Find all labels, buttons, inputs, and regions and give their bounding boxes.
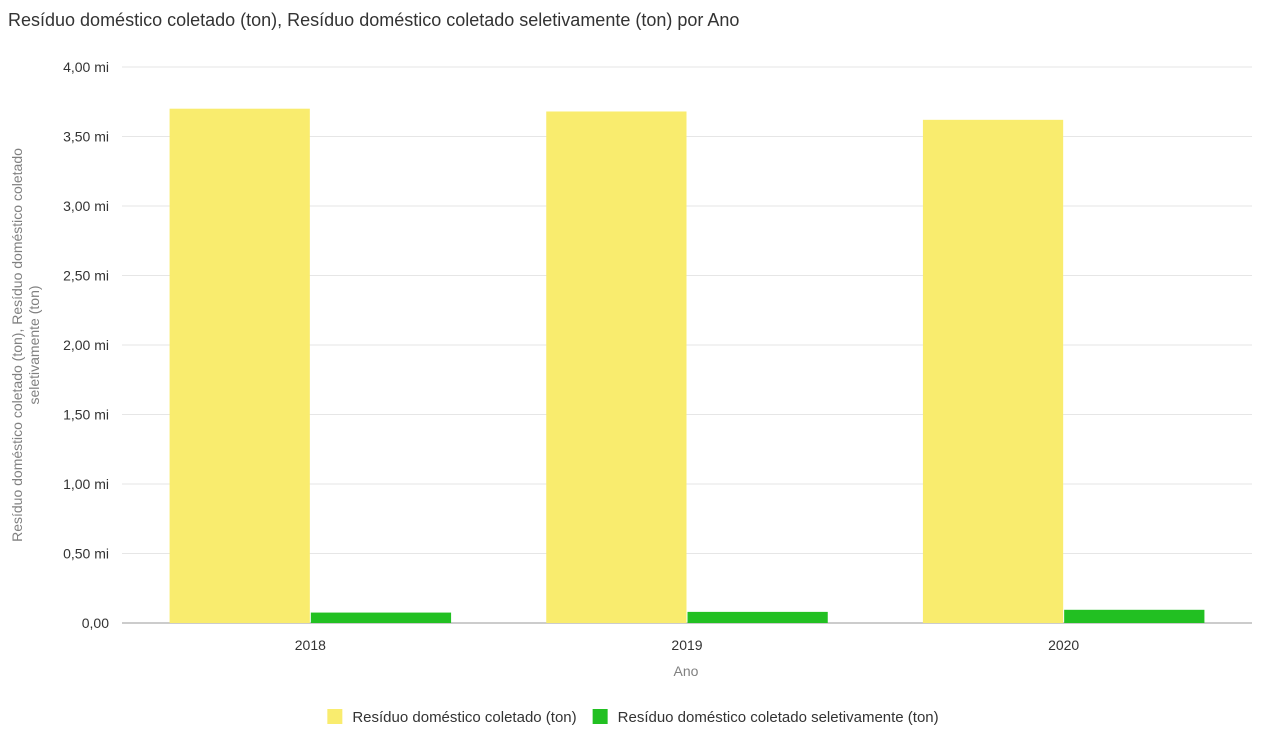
y-tick-label: 2,50 mi <box>63 268 109 284</box>
x-tick-label: 2020 <box>1048 637 1079 653</box>
legend-item[interactable]: Resíduo doméstico coletado seletivamente… <box>592 709 939 726</box>
bar-2018-series-1 <box>169 108 310 623</box>
bar-2019-series-1 <box>546 111 687 623</box>
legend-label: Resíduo doméstico coletado (ton) <box>352 709 576 726</box>
y-tick-label: 0,00 <box>82 615 109 631</box>
legend-item[interactable]: Resíduo doméstico coletado (ton) <box>327 709 577 726</box>
y-tick-label: 3,00 mi <box>63 198 109 214</box>
chart-title: Resíduo doméstico coletado (ton), Resídu… <box>8 10 739 30</box>
x-tick-labels: 2018 2019 2020 <box>295 637 1080 653</box>
x-tick-label: 2019 <box>671 637 702 653</box>
legend-swatch <box>592 709 608 724</box>
y-axis-title-line: Resíduo doméstico coletado (ton), Resídu… <box>9 148 25 542</box>
x-axis-title: Ano <box>674 663 699 679</box>
y-axis-title: Resíduo doméstico coletado (ton), Resídu… <box>9 148 42 542</box>
bar-2018-series-2 <box>310 612 452 623</box>
legend[interactable]: Resíduo doméstico coletado (ton) Resíduo … <box>327 709 939 726</box>
bars <box>169 108 1205 623</box>
y-axis-title-group: Resíduo doméstico coletado (ton), Resídu… <box>9 148 42 542</box>
y-tick-labels: 0,00 0,50 mi 1,00 mi 1,50 mi 2,00 mi 2,50 mi 3… <box>63 59 109 631</box>
bar-2020-series-2 <box>1064 609 1205 623</box>
y-axis-title-line: seletivamente (ton) <box>26 285 42 404</box>
legend-label: Resíduo doméstico coletado seletivamente… <box>618 709 939 726</box>
y-tick-label: 0,50 mi <box>63 546 109 562</box>
bar-2019-series-2 <box>687 611 828 623</box>
grid-layer <box>122 66 1252 624</box>
y-tick-label: 2,00 mi <box>63 337 109 353</box>
legend-swatch <box>327 709 343 724</box>
bar-2020-series-1 <box>922 119 1064 623</box>
y-tick-label: 1,50 mi <box>63 407 109 423</box>
x-tick-label: 2018 <box>295 637 326 653</box>
y-tick-label: 1,00 mi <box>63 476 109 492</box>
y-tick-label: 3,50 mi <box>63 129 109 145</box>
y-tick-label: 4,00 mi <box>63 59 109 75</box>
